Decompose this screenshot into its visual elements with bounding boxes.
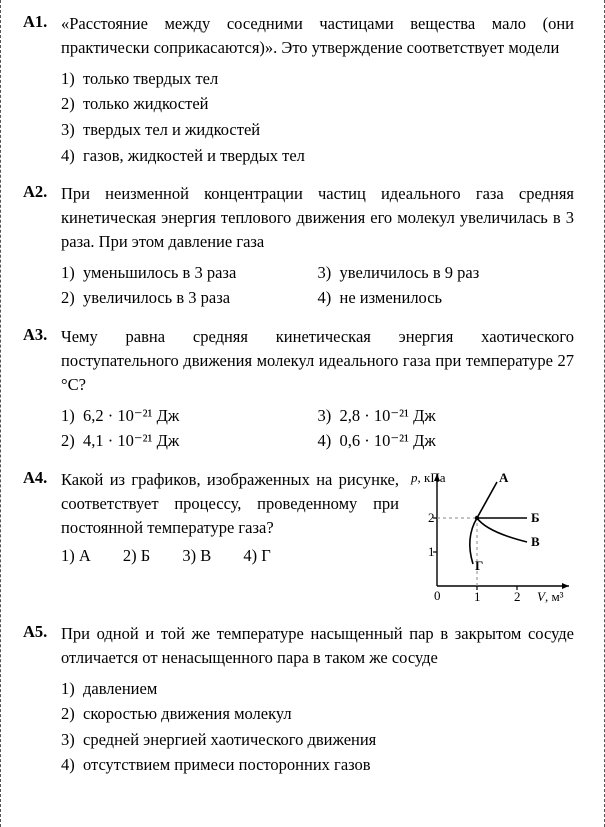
- option: 1)уменьшилось в 3 раза: [61, 260, 318, 286]
- curve-label-v: В: [531, 534, 540, 549]
- question-a3: A3. Чему равна средняя кинетическая энер…: [23, 325, 574, 454]
- option: 1)давлением: [61, 676, 574, 702]
- option: 2)увеличилось в 3 раза: [61, 285, 318, 311]
- question-text: Чему равна средняя кинетическая энергия …: [61, 325, 574, 397]
- option: 1) А: [61, 546, 91, 566]
- x-label: V, м³: [537, 589, 564, 604]
- curve-label-a: А: [499, 470, 509, 485]
- question-text: При неизменной концентрации частиц идеал…: [61, 182, 574, 254]
- option: 4)газов, жидкостей и твердых тел: [61, 143, 574, 169]
- question-text: Какой из графиков, изображенных на рисун…: [61, 468, 399, 540]
- y-label: p, кПа: [410, 470, 446, 485]
- option: 1)6,2 · 10⁻²¹ Дж: [61, 403, 318, 429]
- question-label: A4.: [23, 468, 47, 488]
- option: 3)твердых тел и жидкостей: [61, 117, 574, 143]
- option: 2)только жидкостей: [61, 91, 574, 117]
- question-a4: A4. Какой из графиков, изображенных на р…: [23, 468, 574, 608]
- option: 3)увеличилось в 9 раз: [318, 260, 575, 286]
- question-text: При одной и той же температуре насыщенны…: [61, 622, 574, 670]
- question-label: A5.: [23, 622, 47, 642]
- options: 1)6,2 · 10⁻²¹ Дж 2)4,1 · 10⁻²¹ Дж 3)2,8 …: [61, 403, 574, 454]
- option: 3)средней энергией хаотического движения: [61, 727, 574, 753]
- options: 1) А 2) Б 3) В 4) Г: [61, 546, 399, 566]
- xtick: 2: [514, 589, 521, 604]
- pv-chart: p, кПа V, м³ 1 2 1 2 0 А Б В Г: [409, 468, 574, 608]
- option: 3) В: [182, 546, 211, 566]
- question-text: «Расстояние между соседними частицами ве…: [61, 12, 574, 60]
- option: 2)скоростью движения молекул: [61, 701, 574, 727]
- option: 4)отсутствием примеси посторонних газов: [61, 752, 574, 778]
- curve-v: [477, 518, 527, 542]
- option: 4)не изменилось: [318, 285, 575, 311]
- ytick: 2: [428, 510, 435, 525]
- option: 4) Г: [243, 546, 270, 566]
- curve-label-g: Г: [475, 558, 483, 573]
- question-label: A2.: [23, 182, 47, 202]
- curve-a: [477, 482, 497, 518]
- page: A1. «Расстояние между соседними частицам…: [0, 0, 605, 827]
- option: 1)только твердых тел: [61, 66, 574, 92]
- option: 4)0,6 · 10⁻²¹ Дж: [318, 428, 575, 454]
- question-a2: A2. При неизменной концентрации частиц и…: [23, 182, 574, 311]
- question-label: A1.: [23, 12, 47, 32]
- option: 2)4,1 · 10⁻²¹ Дж: [61, 428, 318, 454]
- option: 3)2,8 · 10⁻²¹ Дж: [318, 403, 575, 429]
- curve-label-b: Б: [531, 510, 540, 525]
- origin: 0: [434, 588, 441, 603]
- options: 1)только твердых тел 2)только жидкостей …: [61, 66, 574, 168]
- ytick: 1: [428, 544, 435, 559]
- option: 2) Б: [123, 546, 150, 566]
- options: 1)давлением 2)скоростью движения молекул…: [61, 676, 574, 778]
- question-a1: A1. «Расстояние между соседними частицам…: [23, 12, 574, 168]
- question-a5: A5. При одной и той же температуре насыщ…: [23, 622, 574, 778]
- xtick: 1: [474, 589, 481, 604]
- question-label: A3.: [23, 325, 47, 345]
- options: 1)уменьшилось в 3 раза 2)увеличилось в 3…: [61, 260, 574, 311]
